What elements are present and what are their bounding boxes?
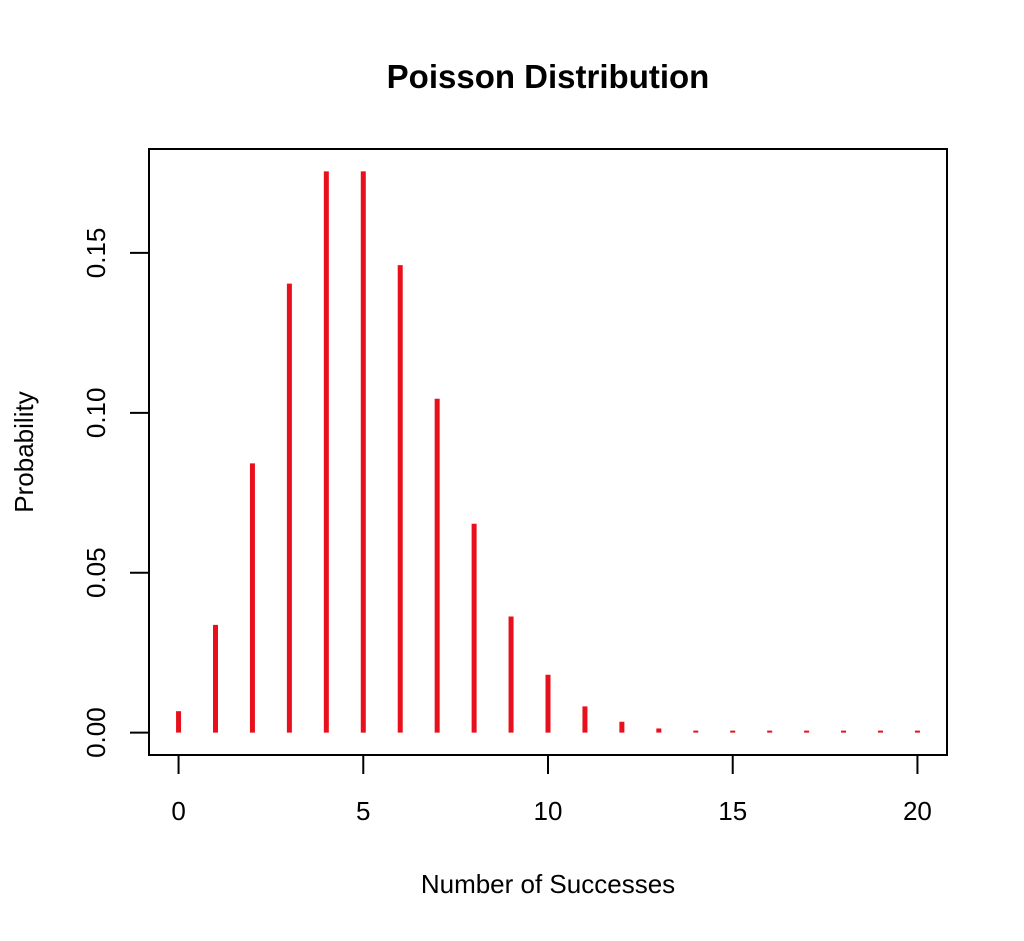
chart-title: Poisson Distribution bbox=[387, 58, 710, 95]
x-axis-label: Number of Successes bbox=[421, 869, 675, 899]
x-tick-label-10: 10 bbox=[534, 796, 563, 826]
x-tick-label-5: 5 bbox=[356, 796, 370, 826]
y-tick-label-0.05: 0.05 bbox=[81, 547, 111, 598]
x-tick-label-20: 20 bbox=[903, 796, 932, 826]
y-tick-label-0.00: 0.00 bbox=[81, 707, 111, 758]
x-axis: 0 5 10 15 20 bbox=[171, 754, 932, 826]
x-tick-label-0: 0 bbox=[171, 796, 185, 826]
y-tick-label-0.10: 0.10 bbox=[81, 388, 111, 439]
y-tick-label-0.15: 0.15 bbox=[81, 228, 111, 279]
bars-group bbox=[176, 171, 920, 733]
y-axis: 0.00 0.05 0.10 0.15 bbox=[81, 228, 150, 758]
x-tick-label-15: 15 bbox=[718, 796, 747, 826]
plot-frame bbox=[148, 148, 948, 756]
y-axis-label: Probability bbox=[9, 391, 39, 512]
